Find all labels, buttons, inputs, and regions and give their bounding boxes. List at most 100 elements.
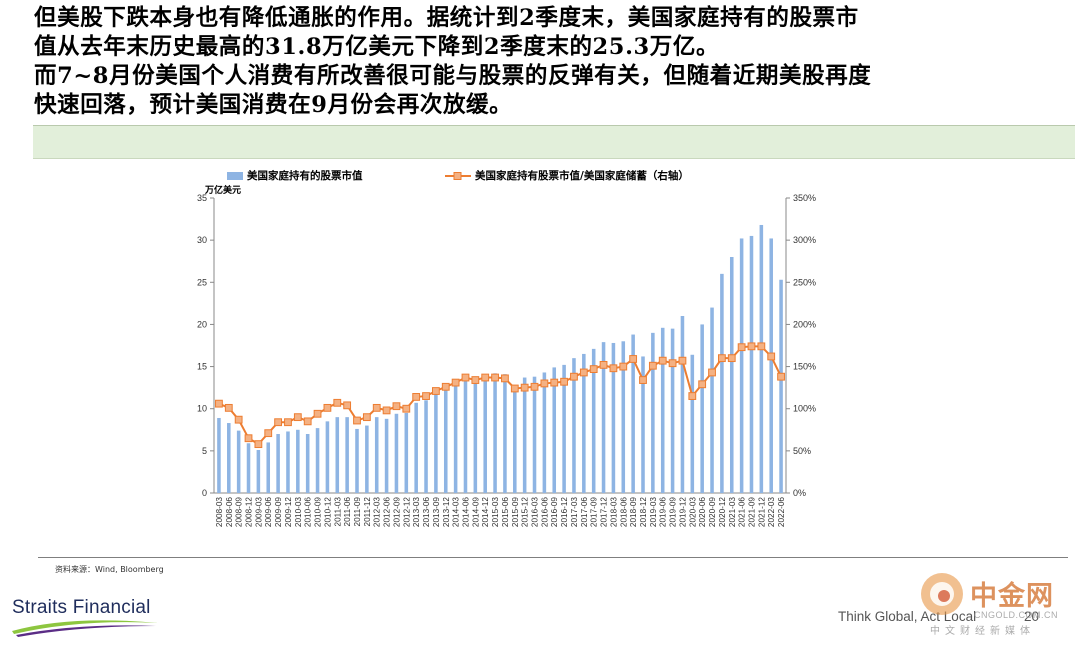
line-marker bbox=[609, 364, 618, 373]
bar bbox=[582, 353, 586, 493]
bar bbox=[286, 431, 290, 493]
x-tick-label: 2017-12 bbox=[600, 497, 609, 527]
x-tick-label: 2022-03 bbox=[767, 497, 776, 527]
line-marker bbox=[658, 356, 667, 365]
line-marker bbox=[678, 356, 687, 365]
line-marker bbox=[589, 365, 598, 373]
line-marker bbox=[757, 342, 766, 351]
legend-label-bars: 美国家庭持有的股票市值 bbox=[247, 169, 363, 182]
line-marker bbox=[234, 415, 243, 424]
bar bbox=[296, 429, 300, 493]
x-tick-label: 2015-12 bbox=[521, 497, 530, 527]
line-marker bbox=[402, 404, 411, 413]
x-tick-label: 2021-06 bbox=[738, 497, 747, 527]
bar bbox=[522, 377, 527, 493]
bar bbox=[493, 373, 497, 493]
bar bbox=[651, 332, 655, 493]
y-tick-label-left: 5 bbox=[202, 446, 207, 456]
x-tick-label: 2018-12 bbox=[639, 497, 648, 527]
x-tick-label: 2011-12 bbox=[363, 497, 372, 527]
y-tick-label-left: 25 bbox=[197, 277, 207, 287]
line-marker bbox=[579, 368, 588, 377]
headline-line: 但美股下跌本身也有降低通胀的作用。据统计到2季度末，美国家庭持有的股票市 bbox=[34, 5, 859, 31]
x-tick-label: 2013-06 bbox=[422, 497, 431, 527]
x-tick-label: 2020-09 bbox=[708, 497, 717, 527]
x-tick-label: 2017-09 bbox=[590, 497, 599, 527]
line-marker bbox=[284, 418, 292, 427]
bar bbox=[532, 376, 537, 493]
line-marker bbox=[353, 416, 361, 425]
x-tick-label: 2014-09 bbox=[471, 497, 480, 527]
line-marker bbox=[501, 374, 509, 383]
x-tick-label: 2011-03 bbox=[333, 497, 342, 527]
line-marker bbox=[412, 393, 421, 401]
watermark-logo-icon bbox=[921, 573, 963, 615]
bar bbox=[453, 384, 458, 493]
bar bbox=[276, 434, 280, 493]
x-tick-label: 2019-03 bbox=[649, 497, 658, 527]
bar bbox=[513, 385, 517, 493]
line-marker bbox=[323, 403, 332, 412]
x-tick-label: 2016-06 bbox=[540, 497, 549, 527]
x-tick-label: 2009-06 bbox=[264, 497, 273, 527]
line-marker bbox=[629, 355, 638, 363]
line-marker bbox=[224, 403, 233, 412]
line-marker bbox=[668, 359, 677, 368]
bar bbox=[503, 374, 507, 493]
bar bbox=[443, 385, 448, 493]
bar bbox=[670, 328, 675, 493]
x-tick-label: 2013-09 bbox=[432, 497, 441, 527]
line-marker bbox=[293, 413, 302, 422]
y-tick-label-left: 15 bbox=[197, 362, 207, 372]
x-tick-label: 2009-09 bbox=[274, 497, 283, 527]
line-marker bbox=[550, 378, 559, 387]
x-tick-label: 2022-06 bbox=[777, 497, 786, 527]
bar bbox=[601, 342, 606, 493]
x-tick-label: 2020-03 bbox=[688, 497, 697, 527]
headline-line: 值从去年末历史最高的31.8万亿美元下降到2季度末的25.3万亿。 bbox=[34, 34, 720, 60]
x-tick-label: 2018-09 bbox=[629, 497, 638, 527]
bar bbox=[562, 364, 566, 493]
x-tick-label: 2017-03 bbox=[570, 497, 579, 527]
highlight-band bbox=[33, 125, 1075, 159]
bar bbox=[217, 417, 221, 493]
x-tick-label: 2008-09 bbox=[235, 497, 244, 527]
line-marker bbox=[648, 361, 657, 370]
bar bbox=[572, 358, 576, 493]
line-marker bbox=[451, 378, 460, 387]
line-marker bbox=[313, 409, 322, 418]
line-marker bbox=[303, 417, 312, 426]
line-marker bbox=[264, 429, 273, 438]
line-marker bbox=[530, 382, 539, 391]
y-tick-label-left: 0 bbox=[202, 488, 207, 498]
line-marker bbox=[688, 392, 697, 400]
x-tick-label: 2011-06 bbox=[343, 497, 352, 527]
bar bbox=[394, 413, 399, 493]
x-tick-label: 2020-12 bbox=[718, 497, 727, 527]
x-tick-label: 2013-03 bbox=[412, 497, 421, 527]
ratio-line bbox=[218, 345, 782, 446]
x-tick-label: 2021-12 bbox=[757, 497, 766, 527]
line-marker bbox=[372, 403, 381, 412]
x-tick-label: 2010-09 bbox=[314, 497, 323, 527]
x-tick-label: 2012-06 bbox=[383, 497, 392, 527]
line-marker bbox=[708, 368, 716, 377]
bar bbox=[365, 425, 369, 493]
line-marker bbox=[382, 406, 391, 415]
bar bbox=[680, 316, 685, 493]
x-tick-label: 2012-03 bbox=[373, 497, 382, 527]
line-marker bbox=[777, 372, 785, 381]
bar bbox=[690, 354, 695, 493]
y-tick-label-right: 250% bbox=[793, 277, 816, 287]
bar bbox=[266, 442, 271, 493]
line-marker bbox=[461, 373, 470, 382]
y-tick-label-right: 350% bbox=[793, 193, 816, 203]
bar bbox=[621, 341, 626, 493]
headline: 但美股下跌本身也有降低通胀的作用。据统计到2季度末，美国家庭持有的股票市 值从去… bbox=[34, 4, 1078, 120]
line-marker bbox=[520, 383, 529, 392]
legend-marker-swatch bbox=[453, 172, 462, 180]
watermark-tagline: 中文财经新媒体 bbox=[930, 626, 1035, 637]
x-tick-label: 2010-12 bbox=[323, 497, 332, 527]
bar bbox=[552, 367, 557, 493]
line-marker bbox=[570, 372, 578, 381]
